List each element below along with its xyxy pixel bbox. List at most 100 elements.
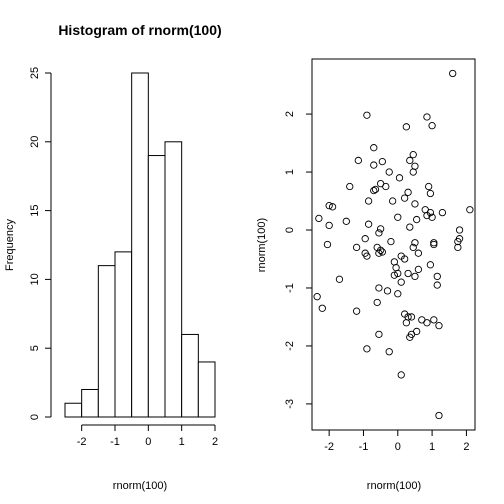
histogram-x-tick-label: 2 (212, 436, 218, 448)
scatter-point (385, 168, 393, 176)
histogram-x-axis: -2 -1 0 1 2 (77, 424, 218, 448)
scatter-point (342, 217, 350, 225)
scatter-point (387, 237, 395, 246)
scatter-point (370, 186, 378, 195)
scatter-point (407, 313, 416, 321)
scatter-point (449, 69, 457, 78)
scatter-x-tick-label: -1 (359, 441, 369, 453)
scatter-y-axis: -3 -2 -1 0 1 2 (284, 111, 312, 409)
scatter-y-label: rnorm(100) (256, 218, 268, 272)
scatter-point (433, 272, 441, 281)
histogram-y-tick-label: 5 (29, 345, 41, 351)
histogram-bar (114, 251, 133, 418)
scatter-point (425, 182, 433, 191)
scatter-y-tick-label: -3 (284, 399, 296, 409)
scatter-point (352, 307, 361, 315)
scatter-x-tick-label: 1 (429, 441, 435, 453)
scatter-point (378, 248, 386, 256)
histogram-y-label: Frequency (4, 219, 16, 271)
histogram-y-axis: 0 5 10 15 20 25 (29, 67, 52, 420)
scatter-point (363, 345, 371, 353)
scatter-point (397, 371, 405, 379)
scatter-point (346, 182, 354, 191)
scatter-point (354, 156, 362, 165)
scatter-point (423, 113, 431, 121)
scatter-point (404, 188, 412, 196)
histogram-bar (147, 155, 166, 418)
scatter-point (426, 261, 435, 269)
scatter-point (454, 243, 462, 252)
scatter-point (411, 272, 419, 281)
scatter-point (404, 269, 412, 278)
histogram-x-tick-label: -1 (110, 436, 120, 448)
scatter-point (375, 330, 383, 339)
scatter-point (402, 123, 411, 131)
scatter-point (370, 161, 378, 169)
scatter-y-tick-label: -1 (284, 283, 296, 293)
scatter-point (378, 157, 386, 166)
scatter-point (428, 122, 436, 130)
scatter-point (466, 206, 474, 214)
scatter-point (414, 265, 423, 274)
scatter-point (435, 411, 443, 420)
scatter-point (397, 278, 405, 286)
scatter-point (428, 213, 436, 221)
scatter-point (315, 214, 323, 223)
scatter-point (352, 243, 361, 252)
scatter-point (409, 168, 417, 176)
scatter-point (325, 202, 333, 210)
scatter-point (382, 182, 390, 191)
scatter-point (371, 185, 380, 194)
scatter-point (411, 239, 419, 247)
histogram-y-tick-label: 15 (29, 204, 41, 216)
histogram-y-tick-label: 0 (29, 414, 41, 420)
scatter-point (364, 220, 373, 228)
histogram-y-tick-label: 25 (29, 67, 41, 79)
scatter-point (388, 197, 397, 205)
scatter-point (318, 304, 326, 312)
scatter-point (385, 348, 393, 356)
scatter-plot-frame (311, 58, 476, 431)
scatter-point (413, 215, 421, 224)
scatter-point (373, 298, 381, 307)
scatter-point (409, 243, 417, 252)
histogram-title: Histogram of rnorm(100) (58, 22, 221, 38)
scatter-point (394, 213, 402, 221)
scatter-points (313, 69, 474, 420)
scatter-point (401, 255, 409, 263)
histogram-bar (197, 361, 216, 418)
scatter-point (409, 150, 417, 159)
scatter-point (313, 293, 321, 301)
scatter-point (423, 319, 431, 327)
scatter-point (375, 229, 383, 237)
histogram-bar (131, 72, 149, 418)
scatter-x-tick-label: 0 (395, 441, 401, 453)
scatter-point (323, 240, 332, 249)
scatter-point (454, 237, 462, 246)
scatter-point (406, 333, 414, 341)
scatter-point (375, 249, 383, 257)
scatter-y-tick-label: 0 (284, 227, 296, 233)
scatter-point (394, 290, 402, 298)
scatter-x-label: rnorm(100) (367, 480, 421, 492)
scatter-point (394, 269, 402, 278)
histogram-panel: Histogram of rnorm(100) -2 -1 0 1 2 0 5 10 15 20… (4, 22, 222, 492)
histogram-x-tick-label: 0 (145, 436, 151, 448)
histogram-y-tick-label: 10 (29, 273, 41, 285)
histogram-x-tick-label: -2 (77, 436, 87, 448)
scatter-point (406, 156, 414, 165)
scatter-point (423, 211, 431, 220)
histogram-bar (97, 265, 116, 418)
scatter-point (435, 322, 443, 330)
scatter-point (363, 111, 371, 119)
scatter-point (375, 284, 383, 292)
scatter-point (376, 225, 385, 233)
scatter-point (363, 252, 371, 260)
scatter-point (390, 271, 399, 279)
histogram-bar (81, 388, 99, 418)
scatter-point (383, 287, 392, 295)
scatter-point (395, 174, 404, 182)
scatter-point (414, 249, 423, 257)
histogram-x-label: rnorm(100) (113, 480, 167, 492)
